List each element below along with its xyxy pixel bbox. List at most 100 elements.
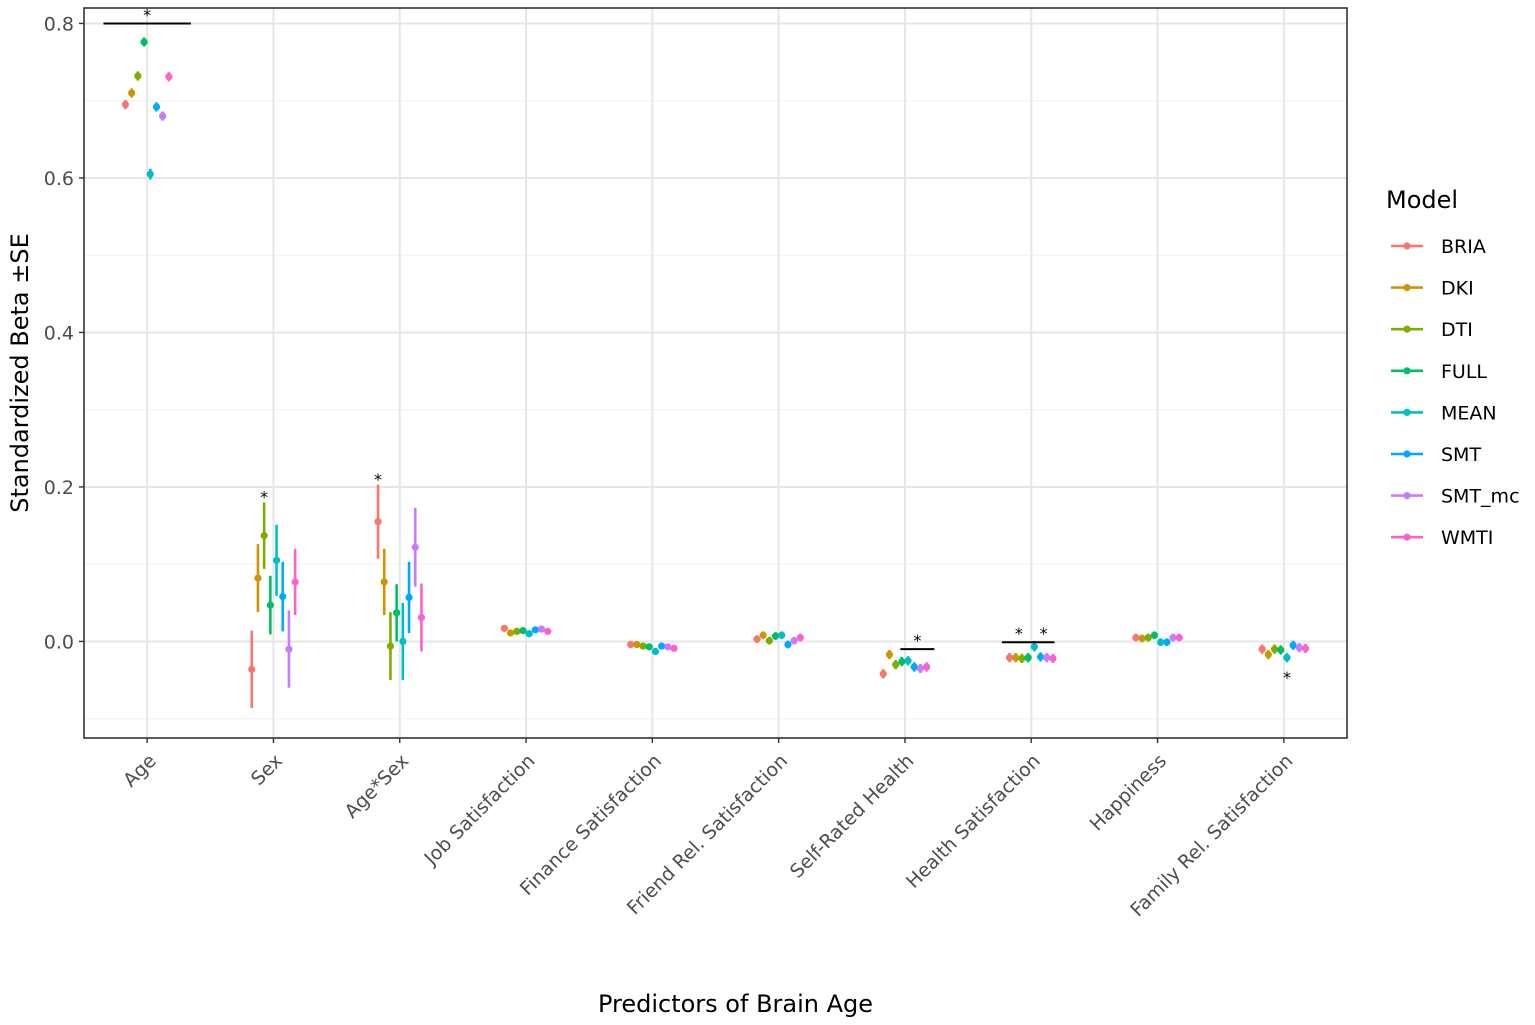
data-point: [790, 637, 798, 645]
data-point: [519, 627, 527, 635]
data-point: [128, 89, 136, 97]
legend-key-point: [1403, 325, 1411, 333]
data-point: [1024, 654, 1032, 662]
significance-star: *: [143, 5, 151, 24]
data-point: [759, 631, 767, 639]
data-point: [134, 72, 142, 80]
y-tick-label: 0.4: [44, 322, 74, 344]
data-point: [1005, 654, 1014, 662]
data-point: [910, 663, 918, 671]
data-point: [670, 644, 678, 652]
data-point: [1258, 645, 1266, 653]
data-point: [531, 626, 539, 634]
legend-key-point: [1403, 408, 1411, 416]
legend-title: Model: [1386, 186, 1458, 214]
data-point: [1289, 641, 1297, 649]
data-point: [1132, 633, 1140, 642]
data-point: [879, 670, 887, 678]
data-point: [417, 613, 426, 622]
x-tick-label: Happiness: [1086, 750, 1171, 835]
data-point: [405, 593, 413, 602]
data-point: [765, 637, 773, 645]
data-point: [248, 665, 256, 673]
significance-star: *: [374, 470, 382, 489]
data-point: [279, 593, 287, 601]
data-point: [380, 578, 388, 586]
data-point: [1264, 650, 1272, 659]
data-point: [1277, 646, 1285, 654]
data-point: [771, 632, 780, 640]
data-point: [506, 629, 515, 637]
significance-star: *: [1015, 624, 1023, 643]
data-point: [1018, 654, 1026, 663]
gridlines: [84, 8, 1347, 738]
x-tick-label: Age*Sex: [341, 750, 414, 823]
y-tick-label: 0.6: [44, 168, 74, 190]
data-point: [1030, 643, 1038, 651]
data-point: [1295, 644, 1303, 652]
data-point: [916, 664, 925, 673]
legend-entry-label: DKI: [1441, 278, 1474, 300]
legend-key-point: [1403, 242, 1411, 250]
data-point: [254, 574, 262, 582]
x-tick-label: Finance Satisfaction: [516, 750, 666, 900]
legend-key-point: [1403, 533, 1411, 541]
x-axis-title: Predictors of Brain Age: [598, 990, 873, 1018]
data-point: [664, 643, 672, 651]
data-point: [1043, 654, 1051, 662]
data-point: [1144, 633, 1152, 642]
legend-key-point: [1403, 450, 1411, 458]
data-point: [1301, 644, 1310, 652]
data-point: [165, 73, 173, 81]
data-point: [537, 625, 546, 633]
y-tick-label: 0.8: [44, 13, 74, 35]
data-point: [159, 112, 167, 120]
data-point: [1163, 638, 1171, 646]
plot-panel-border: [83, 7, 1348, 739]
legend-key-point: [1403, 367, 1411, 375]
data-point: [658, 642, 666, 650]
data-point: [1175, 633, 1183, 642]
legend-entry-label: MEAN: [1441, 402, 1497, 424]
data-point: [651, 647, 660, 656]
data-marks: * * * * * * *: [103, 5, 1310, 708]
data-point: [898, 657, 906, 666]
legend-entry-label: FULL: [1441, 361, 1487, 383]
data-point: [146, 170, 154, 178]
x-tick-label: Age: [119, 750, 161, 792]
data-point: [1283, 654, 1291, 662]
x-tick-label: Job Satisfaction: [419, 750, 539, 870]
data-point: [1270, 645, 1279, 653]
data-point: [393, 609, 401, 617]
data-point: [1012, 654, 1020, 662]
data-point: [260, 532, 268, 540]
data-point: [784, 640, 792, 649]
data-point: [633, 640, 641, 649]
significance-star: *: [1040, 624, 1048, 643]
x-tick-label: Sex: [247, 750, 287, 790]
significance-star: *: [1283, 668, 1291, 687]
legend-entry-label: DTI: [1441, 319, 1473, 341]
legend-entry-label: SMT_mc: [1441, 486, 1520, 508]
y-tick-label: 0.0: [44, 631, 74, 653]
data-point: [1036, 653, 1045, 661]
data-point: [291, 578, 299, 586]
data-point: [386, 642, 395, 650]
x-tick-label: Health Satisfaction: [902, 750, 1045, 893]
data-point: [285, 645, 293, 653]
data-point: [1138, 634, 1146, 642]
data-point: [399, 637, 407, 646]
data-point: [778, 631, 786, 639]
legend-entry-label: SMT: [1441, 444, 1481, 466]
data-point: [639, 642, 647, 650]
y-tick-label: 0.2: [44, 477, 74, 499]
data-point: [645, 643, 653, 651]
data-point: [525, 630, 533, 638]
data-point: [1169, 633, 1177, 642]
y-axis: 0.0 0.2 0.4 0.6 0.8: [44, 13, 84, 653]
y-axis-title: Standardized Beta ±SE: [6, 233, 34, 513]
legend-key-point: [1403, 284, 1411, 292]
legend: Model BRIA DKI DTI FULL MEAN SMT SMT_mc WMTI: [1386, 186, 1520, 549]
